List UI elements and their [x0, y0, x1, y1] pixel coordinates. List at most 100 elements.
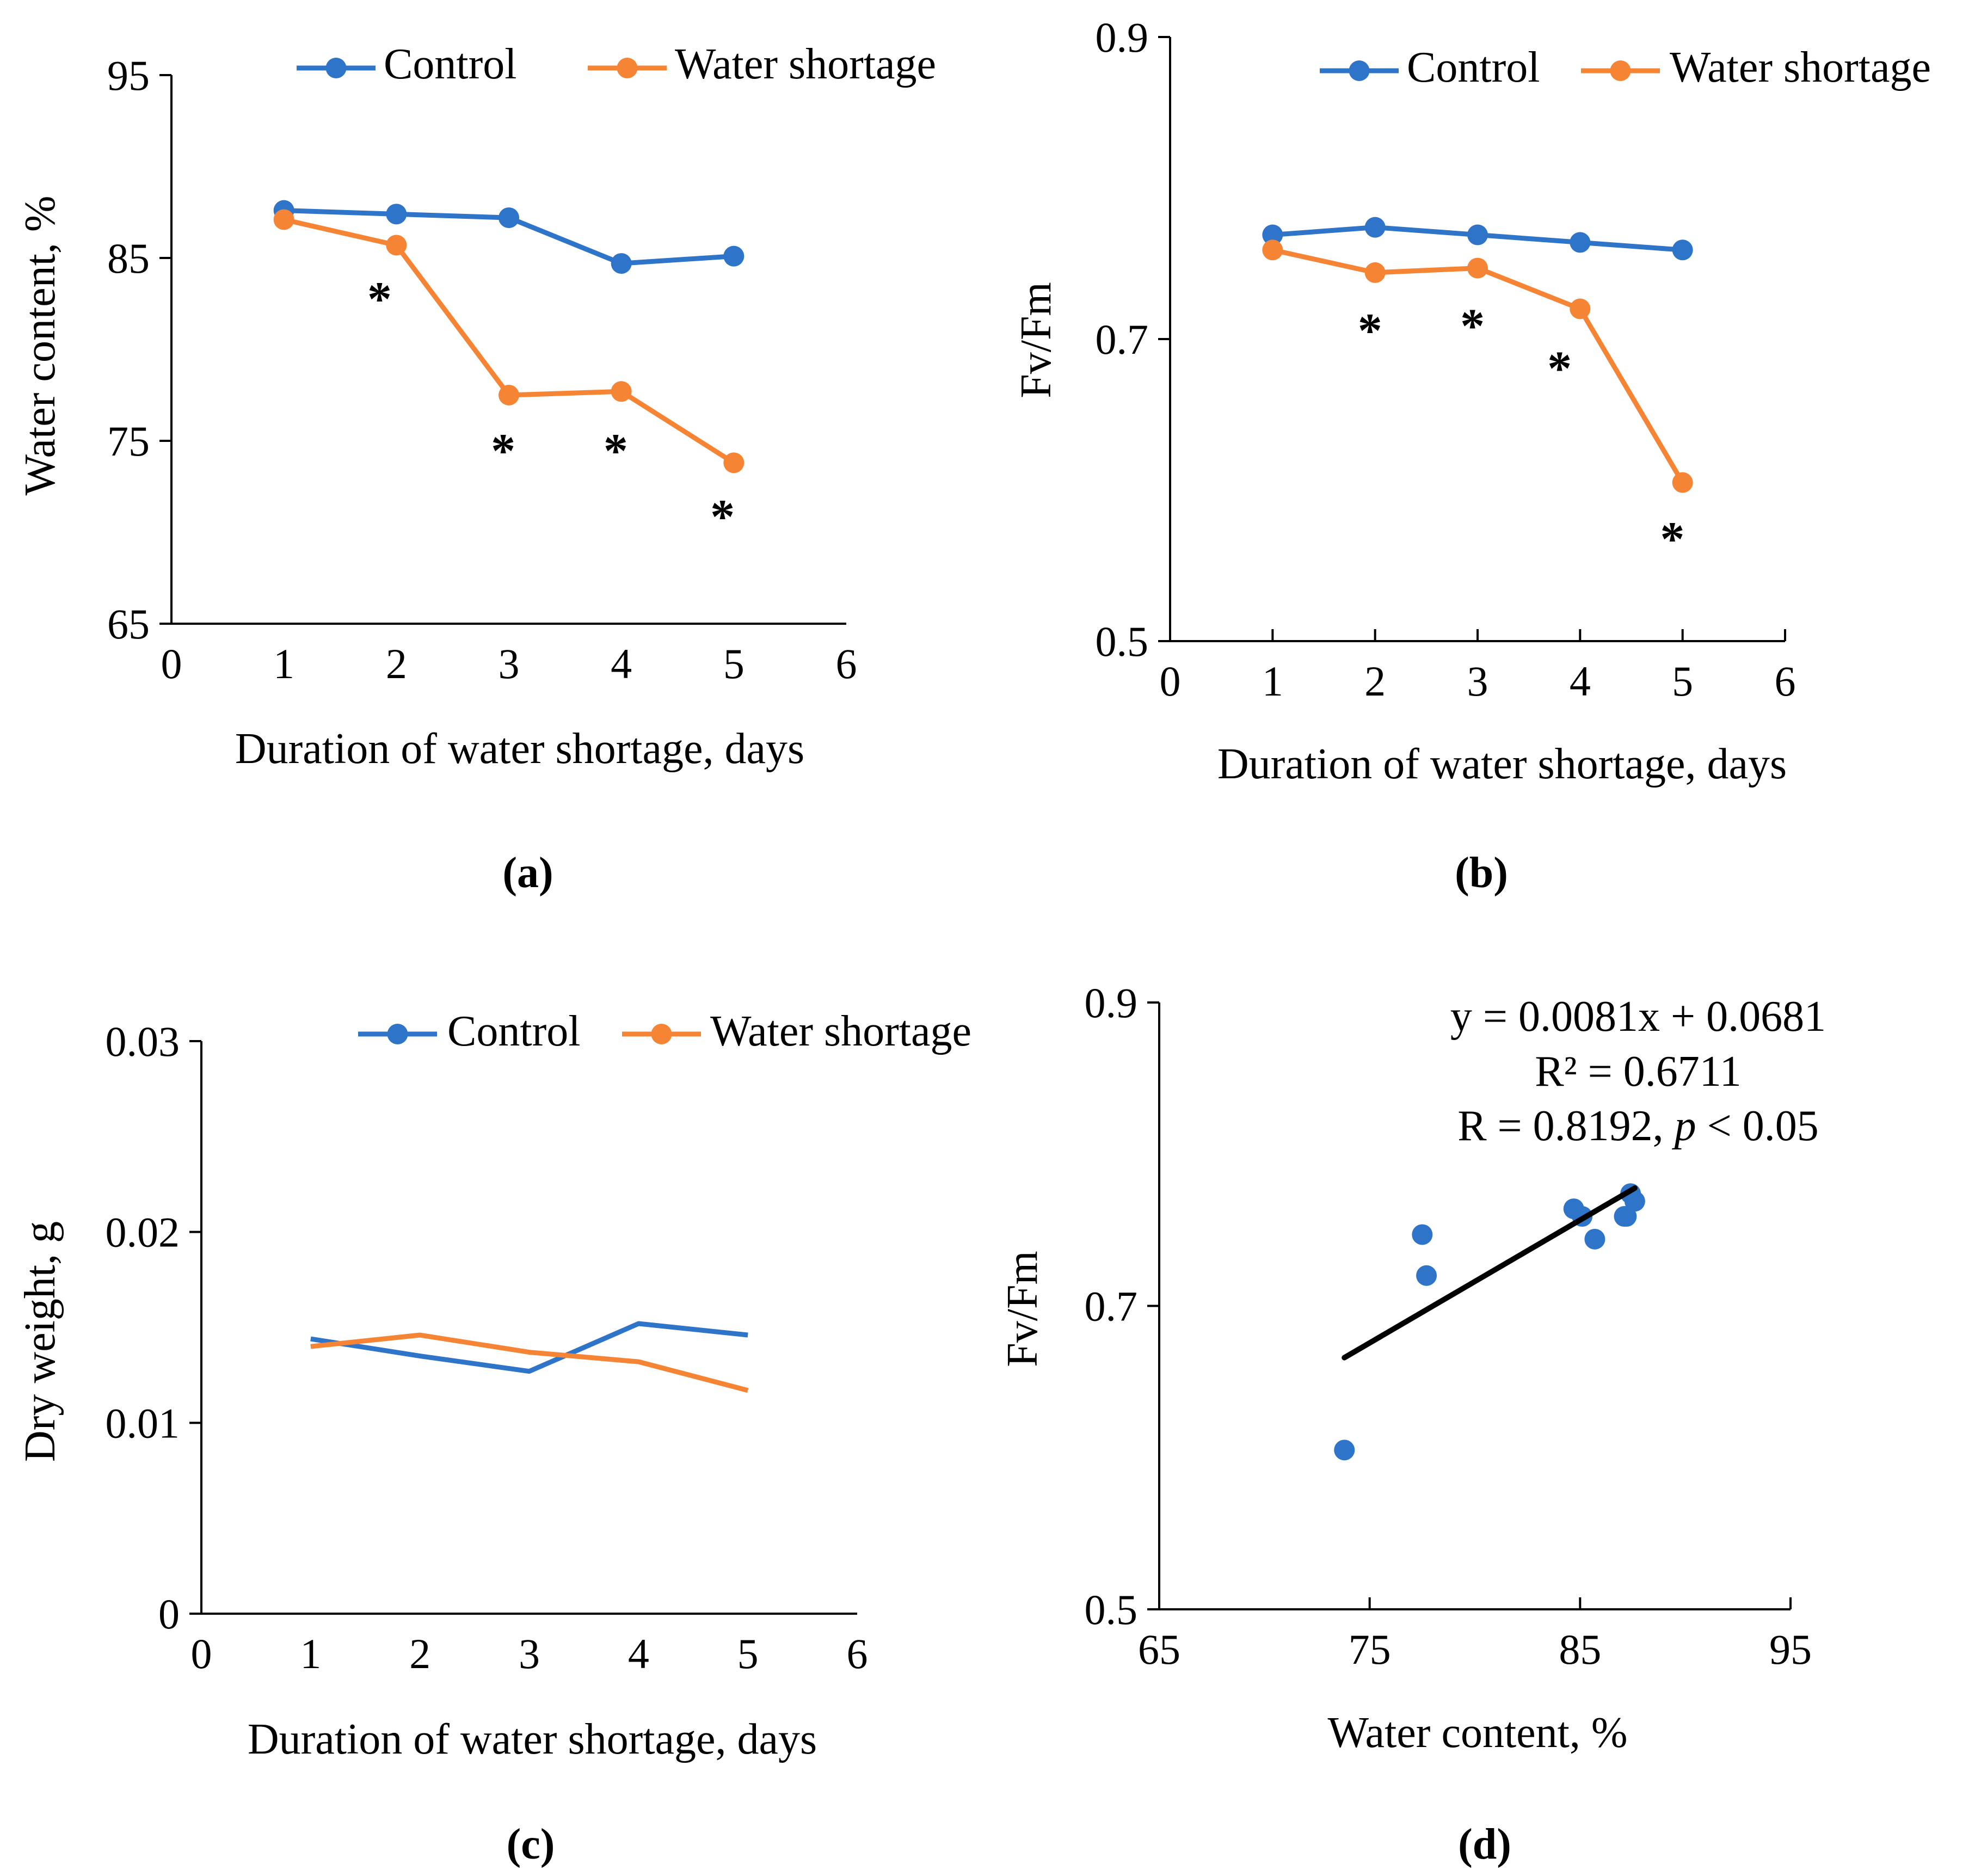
panel-b-significance-asterisk: *	[1547, 342, 1572, 396]
panel-b-fvfm-chart: Control Water shortage Fv/Fm Duration of…	[1012, 14, 1931, 897]
panel-d-scatter-point	[1334, 1440, 1355, 1461]
panel-c-water-shortage-series-line	[310, 1332, 749, 1393]
panel-c-legend-water-shortage-label: Water shortage	[710, 1007, 971, 1055]
panel-b-y-tick-label: 0.7	[1096, 316, 1149, 363]
panel-b-water-shortage-point	[1672, 472, 1693, 493]
panel-b-y-tick-label: 0.5	[1096, 618, 1149, 665]
panel-b-x-tick-label: 1	[1262, 657, 1283, 705]
panel-b-water-shortage-series-line	[1272, 247, 1685, 484]
panel-c-x-axis-title: Duration of water shortage, days	[248, 1715, 817, 1763]
panel-b-water-shortage-point	[1467, 257, 1488, 279]
panel-c-y-tick-label: 0	[158, 1590, 180, 1638]
panel-b-x-axis-title: Duration of water shortage, days	[1217, 740, 1787, 788]
panel-b-control-point	[1672, 239, 1693, 261]
panel-b-y-axis-title: Fv/Fm	[1012, 282, 1060, 398]
panel-a-significance-asterisk: *	[491, 424, 515, 478]
panel-a-y-tick-label: 95	[107, 52, 150, 99]
panel-d-y-tick-label: 0.7	[1085, 1283, 1138, 1330]
panel-c-x-tick-label: 3	[519, 1630, 540, 1677]
panel-a-x-tick-label: 3	[499, 640, 520, 687]
panel-c-y-tick-label: 0.03	[106, 1018, 180, 1065]
panel-a-legend-control-marker	[325, 58, 347, 78]
panel-d-equation-line: y = 0.0081x + 0.0681	[1450, 993, 1826, 1041]
panel-b-x-tick-label: 6	[1775, 657, 1796, 705]
panel-b-water-shortage-point	[1364, 262, 1386, 283]
panel-a-x-tick-label: 2	[386, 640, 407, 687]
panel-a-label: (a)	[502, 849, 553, 897]
panel-a-legend-water-shortage-marker	[617, 58, 638, 78]
panel-a-x-tick-label: 6	[836, 640, 857, 687]
panel-d-p-threshold: < 0.05	[1696, 1102, 1819, 1150]
panel-b-control-point	[1262, 224, 1283, 245]
panel-d-x-tick-label: 65	[1138, 1626, 1180, 1673]
panel-b-y-tick-label: 0.9	[1096, 14, 1149, 61]
panel-a-water-shortage-point	[386, 235, 407, 256]
panel-a-water-shortage-point	[723, 452, 745, 473]
panel-a-x-tick-label: 1	[273, 640, 294, 687]
panel-c-y-axis-title: Dry weight, g	[16, 1221, 64, 1462]
panel-b-legend-water-shortage-marker	[1610, 60, 1631, 81]
panel-b-legend-control-label: Control	[1407, 44, 1540, 91]
panel-b-x-tick-label: 2	[1364, 657, 1386, 705]
panel-b-significance-asterisk: *	[1358, 304, 1382, 358]
panel-a-y-tick-label: 65	[107, 600, 150, 648]
panel-d-p-symbol: p	[1672, 1102, 1696, 1150]
panel-a-control-point	[386, 204, 407, 225]
panel-b-control-point	[1467, 224, 1488, 245]
panel-d-label: (d)	[1458, 1820, 1511, 1868]
panel-b-x-tick-label: 3	[1467, 657, 1488, 705]
panel-b-label: (b)	[1455, 849, 1508, 897]
panel-d-scatter-point	[1614, 1206, 1635, 1227]
panel-a-significance-asterisk: *	[604, 424, 628, 478]
panel-a-water-shortage-point	[611, 381, 632, 402]
panel-a-legend-control-label: Control	[384, 40, 516, 88]
panel-a-y-tick-label: 85	[107, 235, 150, 282]
panel-c-x-tick-label: 6	[847, 1630, 868, 1677]
panel-c-label: (c)	[507, 1820, 555, 1868]
panel-c-x-tick-label: 4	[628, 1630, 649, 1677]
panel-d-correlation-chart: y = 0.0081x + 0.0681 R² = 0.6711 R = 0.8…	[999, 979, 1826, 1868]
panel-a-x-axis-title: Duration of water shortage, days	[235, 725, 804, 773]
panel-c-x-tick-label: 0	[191, 1630, 212, 1677]
panel-b-control-point	[1364, 217, 1386, 238]
panel-c-legend-control-label: Control	[447, 1007, 580, 1055]
panel-a-water-shortage-point	[499, 385, 519, 405]
panel-b-water-shortage-point	[1262, 239, 1283, 261]
panel-b-significance-asterisk: *	[1460, 299, 1485, 353]
panel-a-control-point	[611, 253, 632, 274]
panel-c-dry-weight-chart: Control Water shortage Dry weight, g Dur…	[16, 1007, 971, 1868]
panel-c-legend-control-marker	[387, 1024, 408, 1044]
panel-d-r-value-prefix: R = 0.8192,	[1457, 1102, 1674, 1150]
panel-a-y-tick-label: 75	[107, 417, 150, 465]
panel-a-legend-water-shortage-label: Water shortage	[675, 40, 936, 88]
panel-c-y-tick-label: 0.01	[106, 1399, 180, 1447]
panel-d-x-tick-label: 95	[1769, 1626, 1812, 1673]
panel-d-y-tick-label: 0.9	[1085, 979, 1138, 1026]
panel-a-significance-asterisk: *	[367, 272, 392, 326]
panel-c-control-series-line	[310, 1321, 748, 1374]
panel-d-trendline	[1342, 1185, 1638, 1361]
panel-d-y-axis-title: Fv/Fm	[999, 1251, 1047, 1367]
panel-a-x-tick-label: 4	[611, 640, 632, 687]
panel-b-x-tick-label: 0	[1160, 657, 1181, 705]
panel-a-x-tick-label: 5	[723, 640, 745, 687]
panel-b-legend-water-shortage-label: Water shortage	[1670, 44, 1931, 91]
panel-d-x-tick-label: 75	[1349, 1626, 1391, 1673]
panel-c-y-tick-label: 0.02	[106, 1209, 180, 1256]
panel-b-x-tick-label: 4	[1570, 657, 1591, 705]
panel-a-water-content-chart: Control Water shortage Water content, % …	[16, 40, 936, 897]
panel-a-control-point	[499, 207, 519, 229]
panel-d-scatter-point	[1416, 1265, 1437, 1286]
panel-a-control-point	[723, 245, 745, 267]
panel-a-x-tick-label: 0	[161, 640, 182, 687]
panel-b-water-shortage-point	[1570, 298, 1591, 319]
panel-b-legend-control-marker	[1349, 60, 1370, 81]
panel-b-control-point	[1570, 232, 1591, 253]
panel-d-r-value: R = 0.8192, p < 0.05	[1457, 1102, 1819, 1150]
panel-a-water-shortage-point	[273, 209, 294, 230]
panel-a-y-axis-title: Water content, %	[16, 195, 64, 495]
panel-d-scatter-point	[1412, 1224, 1433, 1245]
panel-c-x-tick-label: 1	[300, 1630, 321, 1677]
panel-d-scatter-point	[1584, 1228, 1605, 1250]
